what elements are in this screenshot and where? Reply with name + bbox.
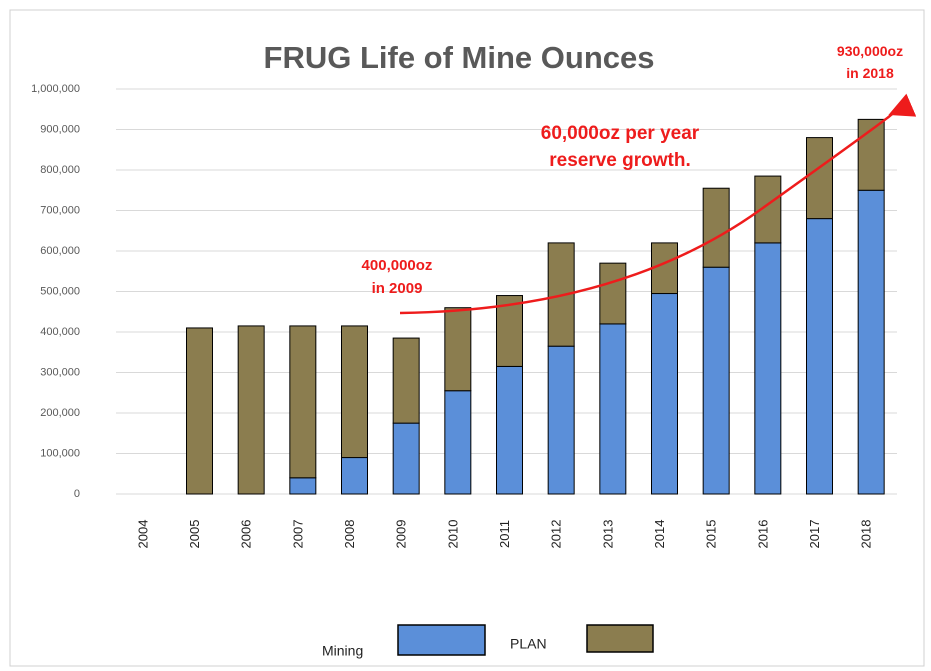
bar-segment bbox=[599, 262, 627, 325]
bar-segment bbox=[857, 189, 885, 495]
y-tick-label: 500,000 bbox=[40, 285, 80, 297]
annotation: 400,000oz bbox=[362, 257, 433, 274]
chart-title: FRUG Life of Mine Ounces bbox=[264, 40, 655, 75]
bar-segment bbox=[289, 325, 317, 479]
x-tick-label: 2011 bbox=[497, 520, 512, 548]
y-tick-label: 700,000 bbox=[40, 204, 80, 216]
x-tick-label: 2018 bbox=[859, 520, 874, 549]
x-tick-label: 2010 bbox=[445, 520, 460, 549]
x-tick-label: 2007 bbox=[290, 520, 305, 549]
y-tick-label: 1,000,000 bbox=[31, 83, 80, 95]
x-tick-label: 2009 bbox=[394, 520, 409, 549]
y-tick-label: 900,000 bbox=[40, 123, 80, 135]
legend-label: PLAN bbox=[510, 636, 547, 652]
x-tick-label: 2004 bbox=[135, 520, 150, 549]
annotation: in 2009 bbox=[372, 280, 423, 297]
bar-segment bbox=[651, 293, 678, 495]
bar-segment bbox=[651, 242, 678, 295]
y-tick-label: 800,000 bbox=[40, 164, 80, 176]
legend-swatch bbox=[397, 624, 486, 656]
bar-segment bbox=[444, 390, 472, 495]
x-tick-label: 2015 bbox=[704, 520, 719, 549]
bar-segment bbox=[186, 327, 213, 495]
y-tick-label: 0 bbox=[74, 488, 80, 500]
bar-segment bbox=[754, 242, 782, 495]
legend-swatch bbox=[586, 624, 654, 653]
bar-segment bbox=[444, 307, 472, 392]
bar-segment bbox=[599, 323, 627, 495]
annotation: 930,000oz bbox=[837, 43, 903, 59]
annotation: reserve growth. bbox=[549, 150, 691, 171]
bar-segment bbox=[392, 422, 420, 495]
x-tick-label: 2005 bbox=[187, 520, 202, 549]
bar-segment bbox=[496, 295, 523, 367]
y-tick-label: 400,000 bbox=[40, 326, 80, 338]
bar-segment bbox=[289, 477, 317, 495]
bar-segment bbox=[341, 325, 368, 459]
x-tick-label: 2017 bbox=[807, 520, 822, 549]
x-tick-label: 2006 bbox=[239, 520, 254, 549]
y-tick-label: 300,000 bbox=[40, 366, 80, 378]
legend-label: Mining bbox=[322, 643, 363, 659]
x-tick-label: 2012 bbox=[549, 520, 564, 549]
bar-segment bbox=[496, 365, 523, 495]
y-tick-label: 200,000 bbox=[40, 407, 80, 419]
growth-arrow bbox=[399, 93, 917, 315]
bar-segment bbox=[806, 137, 833, 220]
bar-segment bbox=[341, 457, 368, 495]
x-tick-label: 2016 bbox=[755, 520, 770, 549]
x-tick-label: 2014 bbox=[652, 520, 667, 549]
bar-segment bbox=[392, 337, 420, 424]
annotation: 60,000oz per year bbox=[541, 123, 700, 144]
annotation: in 2018 bbox=[846, 65, 894, 81]
bar-segment bbox=[547, 345, 575, 495]
bar-segment bbox=[702, 187, 730, 268]
bar-segment bbox=[237, 325, 265, 495]
y-tick-label: 600,000 bbox=[40, 245, 80, 257]
bar-segment bbox=[702, 266, 730, 495]
x-tick-label: 2013 bbox=[600, 520, 615, 549]
bar-segment bbox=[806, 218, 833, 495]
y-tick-label: 100,000 bbox=[40, 447, 80, 459]
x-tick-label: 2008 bbox=[342, 520, 357, 549]
